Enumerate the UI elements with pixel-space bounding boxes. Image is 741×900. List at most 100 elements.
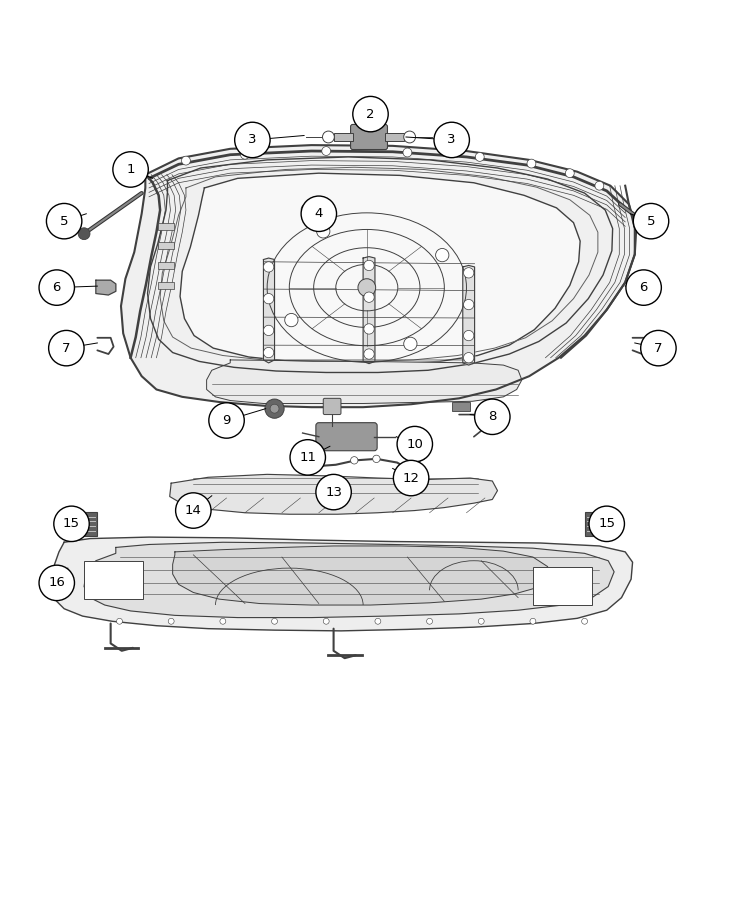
Circle shape — [301, 196, 336, 231]
Circle shape — [478, 618, 484, 625]
Bar — [84, 561, 143, 599]
Circle shape — [427, 618, 433, 625]
Circle shape — [285, 313, 298, 327]
Text: 14: 14 — [185, 504, 202, 517]
Polygon shape — [363, 256, 375, 364]
Circle shape — [404, 338, 417, 350]
Circle shape — [47, 203, 82, 238]
Polygon shape — [121, 145, 637, 407]
Circle shape — [220, 618, 226, 625]
Circle shape — [235, 122, 270, 158]
Circle shape — [301, 204, 311, 214]
Circle shape — [364, 349, 374, 359]
Text: 9: 9 — [222, 414, 230, 427]
Circle shape — [78, 228, 90, 239]
Text: 10: 10 — [406, 437, 423, 451]
Circle shape — [436, 248, 449, 262]
Bar — [158, 242, 174, 249]
Bar — [452, 402, 470, 411]
Circle shape — [264, 347, 273, 357]
Circle shape — [464, 267, 473, 278]
Circle shape — [530, 618, 536, 625]
Polygon shape — [207, 360, 522, 403]
Circle shape — [595, 181, 604, 190]
Text: 11: 11 — [299, 451, 316, 464]
Circle shape — [464, 330, 473, 341]
Circle shape — [49, 330, 84, 365]
Bar — [158, 262, 174, 269]
Text: 15: 15 — [598, 518, 615, 530]
Circle shape — [464, 300, 473, 310]
Text: 7: 7 — [654, 342, 662, 355]
Circle shape — [168, 618, 174, 625]
Circle shape — [589, 506, 625, 542]
Circle shape — [116, 618, 122, 625]
Circle shape — [634, 203, 668, 238]
Polygon shape — [463, 266, 474, 365]
Circle shape — [350, 456, 358, 464]
Text: 3: 3 — [248, 133, 256, 147]
Circle shape — [264, 325, 273, 336]
Circle shape — [241, 150, 250, 159]
Circle shape — [527, 159, 536, 168]
Circle shape — [475, 152, 484, 161]
Polygon shape — [170, 474, 497, 514]
Circle shape — [364, 292, 374, 302]
Circle shape — [265, 399, 284, 418]
Circle shape — [474, 399, 510, 435]
Circle shape — [270, 404, 279, 413]
Circle shape — [403, 148, 412, 157]
Circle shape — [176, 493, 211, 528]
Polygon shape — [84, 543, 614, 617]
Circle shape — [353, 96, 388, 131]
Circle shape — [434, 122, 469, 158]
Text: 16: 16 — [48, 576, 65, 590]
Circle shape — [644, 220, 656, 232]
Circle shape — [54, 506, 89, 542]
Text: 4: 4 — [315, 207, 323, 220]
Circle shape — [264, 262, 273, 272]
Text: 1: 1 — [126, 163, 135, 176]
Circle shape — [404, 131, 416, 143]
Circle shape — [290, 440, 325, 475]
Circle shape — [364, 324, 374, 334]
Circle shape — [364, 260, 374, 271]
Circle shape — [393, 460, 429, 496]
Polygon shape — [173, 546, 548, 605]
Circle shape — [375, 618, 381, 625]
Bar — [585, 512, 614, 535]
Polygon shape — [180, 173, 580, 364]
Bar — [333, 132, 353, 141]
Circle shape — [209, 403, 245, 438]
Circle shape — [358, 279, 376, 296]
Circle shape — [316, 225, 330, 238]
Circle shape — [397, 427, 433, 462]
Circle shape — [322, 147, 330, 156]
Circle shape — [322, 131, 334, 143]
Circle shape — [565, 168, 574, 177]
FancyBboxPatch shape — [316, 423, 377, 451]
Bar — [533, 567, 592, 605]
Circle shape — [113, 152, 148, 187]
Text: 8: 8 — [488, 410, 496, 423]
Text: 7: 7 — [62, 342, 70, 355]
Bar — [385, 132, 405, 141]
Text: 12: 12 — [402, 472, 419, 484]
Bar — [158, 282, 174, 289]
Polygon shape — [52, 537, 633, 631]
Text: 15: 15 — [63, 518, 80, 530]
Text: 5: 5 — [647, 215, 655, 228]
Circle shape — [641, 330, 676, 365]
FancyBboxPatch shape — [323, 399, 341, 415]
Bar — [69, 512, 96, 535]
Circle shape — [182, 157, 190, 165]
Circle shape — [39, 565, 75, 600]
FancyBboxPatch shape — [350, 124, 388, 149]
Polygon shape — [628, 280, 644, 295]
Circle shape — [39, 270, 75, 305]
Text: 2: 2 — [366, 108, 375, 121]
Polygon shape — [264, 258, 274, 363]
Text: 5: 5 — [60, 215, 68, 228]
Polygon shape — [96, 280, 116, 295]
Circle shape — [373, 455, 380, 463]
